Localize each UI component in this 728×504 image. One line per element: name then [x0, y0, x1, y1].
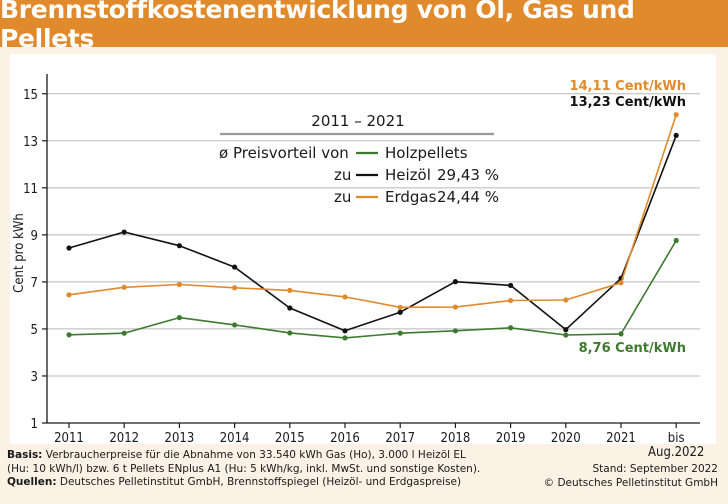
legend-period: 2011 – 2021: [311, 112, 404, 130]
data-point-heiz-l-8: [508, 282, 514, 289]
data-point-heiz-l-11: [673, 132, 679, 138]
data-point-erdgas-11: [673, 112, 679, 118]
data-point-holzpellets-0: [66, 332, 72, 338]
y-tick-label-3: 3: [31, 370, 38, 385]
annotation-erdgas-end: 14,11 Cent/kWh: [570, 79, 686, 94]
x-tick-label-6: 2017: [385, 431, 415, 446]
data-point-holzpellets-11: [673, 237, 679, 244]
data-point-erdgas-10: [618, 280, 624, 286]
basis-line-2: (Hu: 10 kWh/l) bzw. 6 t Pellets ENplus A…: [7, 462, 481, 475]
x-tick-label-9: 2020: [551, 431, 581, 446]
data-point-heiz-l-4: [287, 305, 293, 311]
x-tick-label-0: 2011: [54, 431, 84, 446]
legend: 2011 – 2021 ø Preisvorteil von Holzpelle…: [219, 112, 499, 206]
data-point-heiz-l-9: [563, 327, 569, 333]
chart-panel: [10, 54, 716, 444]
end-annotations: 14,11 Cent/kWh 13,23 Cent/kWh 8,76 Cent/…: [570, 79, 686, 356]
series-line-erdgas: [68, 114, 677, 309]
data-point-erdgas-7: [452, 304, 458, 310]
data-point-holzpellets-7: [452, 328, 458, 334]
legend-label-erdgas: Erdgas: [385, 188, 437, 206]
x-tick-label-1: 2012: [109, 431, 139, 446]
chart-title: Brennstoffkostenentwicklung von Öl, Gas …: [0, 0, 635, 53]
y-tick-label-13: 13: [23, 135, 38, 150]
data-point-erdgas-2: [176, 281, 182, 288]
data-point-holzpellets-5: [342, 335, 348, 341]
footer-credits: Stand: September 2022 © Deutsches Pellet…: [544, 463, 718, 490]
basis-label: Basis:: [7, 449, 43, 461]
data-point-erdgas-4: [287, 287, 293, 293]
data-point-erdgas-3: [232, 285, 238, 291]
data-point-heiz-l-0: [66, 245, 72, 251]
data-point-heiz-l-1: [121, 229, 127, 235]
sources-label: Quellen:: [7, 476, 57, 488]
legend-label-holzpellets: Holzpellets: [385, 144, 468, 162]
legend-prefix-erdgas: zu: [334, 188, 351, 206]
data-point-holzpellets-8: [508, 325, 514, 331]
data-point-erdgas-8: [508, 297, 514, 304]
sources-text: Deutsches Pelletinstitut GmbH, Brennstof…: [59, 476, 462, 488]
series-line-heiz-l: [68, 135, 677, 332]
data-point-holzpellets-1: [121, 330, 127, 336]
data-point-erdgas-1: [121, 284, 127, 290]
annotation-pellets-end: 8,76 Cent/kWh: [579, 341, 686, 356]
data-point-holzpellets-2: [176, 315, 182, 321]
basis-line-1: Verbraucherpreise für die Abnahme von 33…: [45, 449, 466, 461]
footer-notes: Basis: Verbraucherpreise für die Abnahme…: [7, 449, 527, 490]
data-point-erdgas-9: [563, 297, 569, 303]
data-point-holzpellets-9: [563, 332, 569, 338]
data-point-erdgas-0: [66, 292, 72, 298]
data-point-heiz-l-7: [452, 279, 458, 285]
y-tick-label-11: 11: [23, 182, 38, 197]
x-tick-label-5: 2016: [330, 431, 360, 446]
y-tick-label-5: 5: [31, 323, 38, 338]
data-point-holzpellets-6: [397, 330, 403, 336]
y-axis-label: Cent pro kWh: [12, 213, 27, 293]
series-lines: [66, 112, 679, 341]
x-tick-label-2: 2013: [165, 431, 195, 446]
title-banner: Brennstoffkostenentwicklung von Öl, Gas …: [0, 0, 728, 53]
legend-prefix-heizoel: zu: [334, 166, 351, 184]
series-line-holzpellets: [68, 240, 677, 339]
x-tick-label-10: 2021: [606, 431, 636, 446]
copyright: © Deutsches Pelletinstitut GmbH: [543, 476, 718, 489]
legend-label-heizoel: Heizöl: [385, 166, 431, 184]
data-point-heiz-l-5: [342, 328, 348, 334]
legend-intro: ø Preisvorteil von: [219, 144, 349, 162]
x-tick-label-7: 2018: [441, 431, 471, 446]
data-point-heiz-l-3: [232, 264, 238, 270]
x-tick-label-11: bis Aug.2022: [648, 431, 704, 460]
x-tick-label-3: 2014: [220, 431, 250, 446]
data-point-heiz-l-6: [397, 309, 403, 315]
gridlines: [47, 93, 700, 377]
legend-value-heizoel: 29,43 %: [437, 166, 499, 184]
y-tick-label-1: 1: [31, 417, 38, 432]
y-tick-label-9: 9: [31, 229, 38, 244]
data-point-holzpellets-3: [232, 322, 238, 328]
data-point-holzpellets-10: [618, 331, 624, 337]
x-tick-label-8: 2019: [496, 431, 526, 446]
y-tick-label-7: 7: [31, 276, 38, 291]
data-point-erdgas-5: [342, 294, 348, 300]
data-point-erdgas-6: [397, 304, 403, 310]
data-point-holzpellets-4: [287, 330, 293, 336]
x-tick-label-4: 2015: [275, 431, 305, 446]
data-point-heiz-l-2: [176, 243, 182, 249]
stand-date: Stand: September 2022: [592, 463, 718, 475]
y-tick-label-15: 15: [23, 88, 38, 103]
annotation-heizoel-end: 13,23 Cent/kWh: [570, 95, 686, 110]
legend-value-erdgas: 24,44 %: [437, 188, 499, 206]
